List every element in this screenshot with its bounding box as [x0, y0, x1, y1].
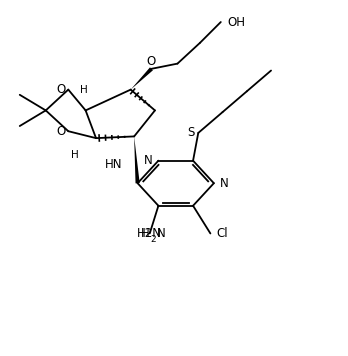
Text: N: N: [220, 177, 229, 190]
Text: O: O: [57, 83, 66, 96]
Text: 2: 2: [150, 235, 156, 244]
Text: H: H: [71, 151, 79, 161]
Text: S: S: [188, 126, 195, 140]
Text: N: N: [143, 154, 152, 167]
Text: HN: HN: [105, 158, 122, 171]
Text: O: O: [146, 56, 156, 68]
Text: O: O: [57, 125, 66, 138]
Text: Cl: Cl: [217, 227, 228, 240]
Text: N: N: [157, 227, 166, 240]
Polygon shape: [130, 67, 153, 90]
Text: H: H: [80, 85, 87, 95]
Text: H: H: [141, 227, 150, 240]
Text: OH: OH: [227, 16, 245, 28]
Polygon shape: [134, 136, 140, 183]
Text: H2N: H2N: [137, 227, 162, 240]
